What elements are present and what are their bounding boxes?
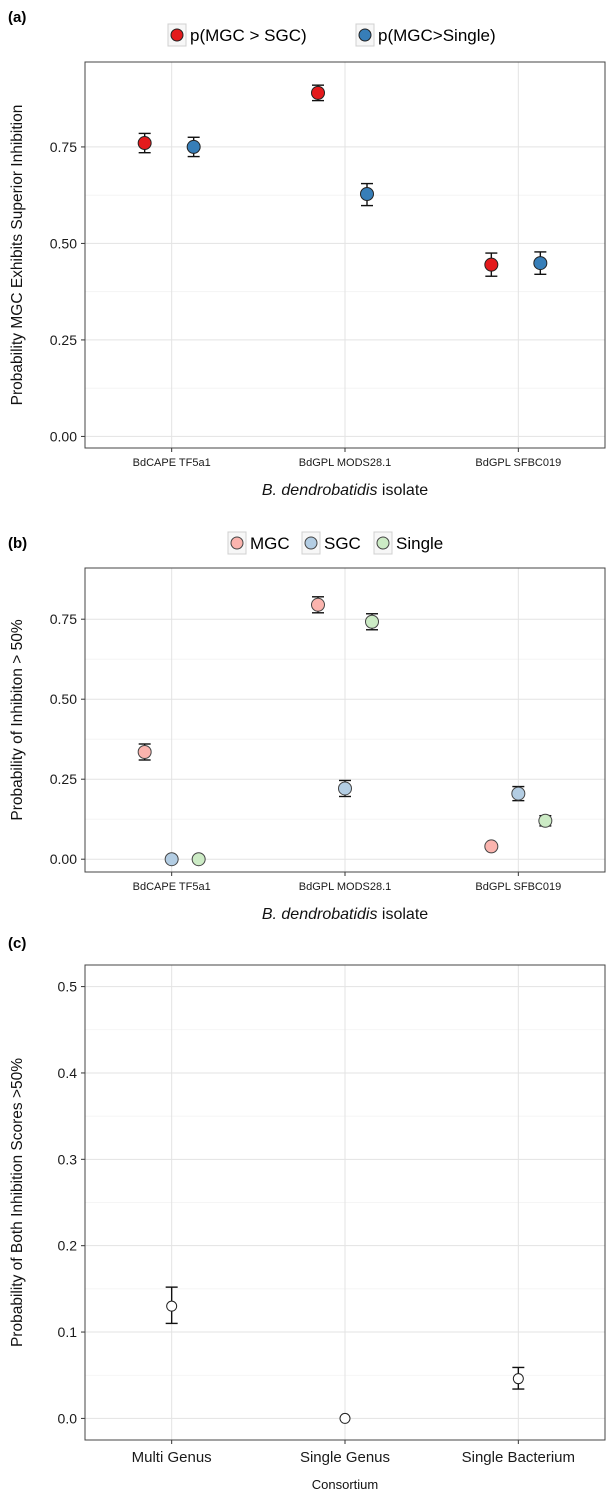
x-tick-label: BdGPL MODS28.1 bbox=[299, 457, 392, 469]
legend-label: SGC bbox=[324, 534, 361, 553]
legend-swatch bbox=[231, 537, 243, 549]
x-tick-label: BdGPL SFBC019 bbox=[475, 881, 561, 893]
data-point bbox=[361, 188, 374, 201]
legend-label: Single bbox=[396, 534, 443, 553]
legend: p(MGC > SGC) p(MGC>Single) bbox=[168, 24, 496, 46]
y-axis-title: Probability of Inhibiton > 50% bbox=[9, 619, 26, 820]
panel-label: (b) bbox=[8, 535, 27, 552]
legend-swatch bbox=[171, 29, 183, 41]
y-tick-label: 0.00 bbox=[50, 851, 77, 867]
y-tick-label: 0.00 bbox=[50, 428, 77, 444]
x-tick-label: BdGPL MODS28.1 bbox=[299, 881, 392, 893]
x-tick-label: BdCAPE TF5a1 bbox=[133, 457, 211, 469]
chart-panel-a: (a) 0.00 0.25 0.50 0.75 BdCAPE TF5a1 BdGPL MOD… bbox=[8, 9, 605, 499]
y-tick-label: 0.75 bbox=[50, 139, 77, 155]
y-tick-label: 0.2 bbox=[58, 1238, 78, 1254]
legend-label: p(MGC>Single) bbox=[378, 26, 496, 45]
y-tick-label: 0.3 bbox=[58, 1151, 78, 1167]
data-point bbox=[138, 137, 151, 150]
y-tick-label: 0.50 bbox=[50, 235, 77, 251]
data-point bbox=[192, 853, 205, 866]
y-tick-label: 0.50 bbox=[50, 691, 77, 707]
y-tick-label: 0.5 bbox=[58, 979, 78, 995]
data-point bbox=[485, 840, 498, 853]
x-tick-label: Single Genus bbox=[300, 1449, 390, 1466]
x-axis-title-italic: B. dendrobatidis bbox=[262, 482, 378, 499]
chart-panel-c: (c) 0.0 0.1 0.2 0.3 0.4 0.5 Multi Genus Single G… bbox=[8, 935, 605, 1492]
data-point bbox=[485, 258, 498, 271]
legend-swatch bbox=[359, 29, 371, 41]
data-point bbox=[165, 853, 178, 866]
x-tick-label: Single Bacterium bbox=[462, 1449, 575, 1466]
y-tick-label: 0.75 bbox=[50, 611, 77, 627]
data-point bbox=[366, 615, 379, 628]
y-axis-title: Probability of Both Inhibition Scores >5… bbox=[9, 1058, 26, 1347]
x-axis-title-rest: isolate bbox=[377, 482, 428, 499]
data-point bbox=[534, 257, 547, 270]
x-axis-title: Consortium bbox=[312, 1477, 378, 1492]
data-point bbox=[167, 1301, 177, 1311]
panel-label: (a) bbox=[8, 9, 26, 26]
data-point bbox=[187, 140, 200, 153]
data-point bbox=[339, 782, 352, 795]
y-tick-label: 0.25 bbox=[50, 771, 77, 787]
x-axis-title: B. dendrobatidis isolate bbox=[262, 906, 428, 923]
x-tick-label: Multi Genus bbox=[132, 1449, 212, 1466]
legend-swatch bbox=[377, 537, 389, 549]
y-tick-label: 0.25 bbox=[50, 332, 77, 348]
legend-swatch bbox=[305, 537, 317, 549]
y-tick-label: 0.4 bbox=[58, 1065, 78, 1081]
chart-panel-b: (b) 0.00 0.25 0.50 0.75 BdCAPE TF5a1 BdGPL MOD… bbox=[8, 532, 605, 923]
data-point bbox=[512, 787, 525, 800]
x-axis-title-italic: B. dendrobatidis bbox=[262, 906, 378, 923]
data-point bbox=[312, 598, 325, 611]
x-axis-title: B. dendrobatidis isolate bbox=[262, 482, 428, 499]
data-point bbox=[513, 1374, 523, 1384]
data-point bbox=[539, 814, 552, 827]
data-point bbox=[138, 746, 151, 759]
legend: MGC SGC Single bbox=[228, 532, 443, 554]
y-axis-title: Probability MGC Exhibits Superior Inhibi… bbox=[9, 105, 26, 406]
y-tick-label: 0.0 bbox=[58, 1410, 78, 1426]
data-point bbox=[312, 86, 325, 99]
x-tick-label: BdGPL SFBC019 bbox=[475, 457, 561, 469]
legend-label: MGC bbox=[250, 534, 290, 553]
legend-label: p(MGC > SGC) bbox=[190, 26, 307, 45]
data-point bbox=[340, 1413, 350, 1423]
x-tick-label: BdCAPE TF5a1 bbox=[133, 881, 211, 893]
x-axis-title-rest: isolate bbox=[377, 906, 428, 923]
y-tick-label: 0.1 bbox=[58, 1324, 78, 1340]
panel-label: (c) bbox=[8, 935, 26, 952]
